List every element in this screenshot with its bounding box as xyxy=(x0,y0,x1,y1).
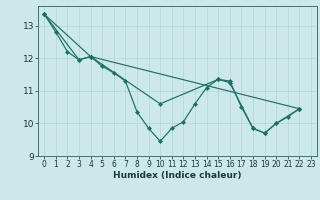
X-axis label: Humidex (Indice chaleur): Humidex (Indice chaleur) xyxy=(113,171,242,180)
